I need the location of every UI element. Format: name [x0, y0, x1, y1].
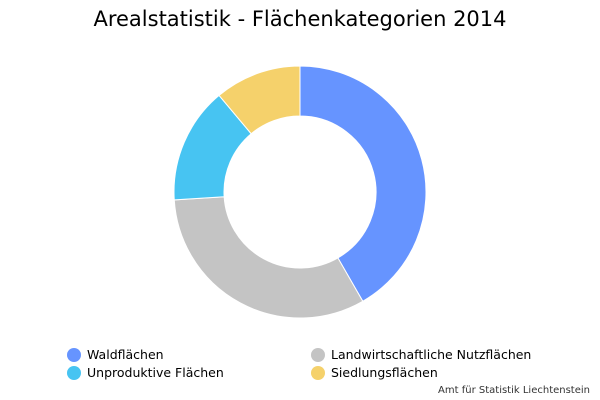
chart-title: Arealstatistik - Flächenkategorien 2014 — [93, 7, 507, 31]
legend-label-siedlungsflaechen: Siedlungsflächen — [331, 365, 438, 380]
donut-slice-waldflaechen[interactable] — [299, 65, 427, 302]
legend-label-unproduktive-flaechen: Unproduktive Flächen — [87, 365, 224, 380]
legend-marker-siedlungsflaechen — [311, 365, 325, 380]
legend-item-landwirtschaftliche-nutzflaechen[interactable]: Landwirtschaftliche Nutzflächen — [311, 347, 531, 362]
donut-slice-siedlungsflaechen[interactable] — [218, 65, 301, 135]
legend-label-waldflaechen: Waldflächen — [87, 347, 164, 362]
legend-marker-landwirtschaftliche-nutzflaechen — [311, 347, 325, 362]
legend-label-landwirtschaftliche-nutzflaechen: Landwirtschaftliche Nutzflächen — [331, 347, 532, 362]
legend-item-unproduktive-flaechen[interactable]: Unproduktive Flächen — [67, 365, 224, 380]
legend-marker-unproduktive-flaechen — [67, 365, 81, 380]
legend-item-siedlungsflaechen[interactable]: Siedlungsflächen — [311, 365, 438, 380]
donut-slice-landwirtschaftliche-nutzflaechen[interactable] — [173, 196, 364, 319]
legend-marker-waldflaechen — [67, 347, 81, 362]
credit-text: Amt für Statistik Liechtenstein — [438, 385, 590, 396]
legend-item-waldflaechen[interactable]: Waldflächen — [67, 347, 164, 362]
